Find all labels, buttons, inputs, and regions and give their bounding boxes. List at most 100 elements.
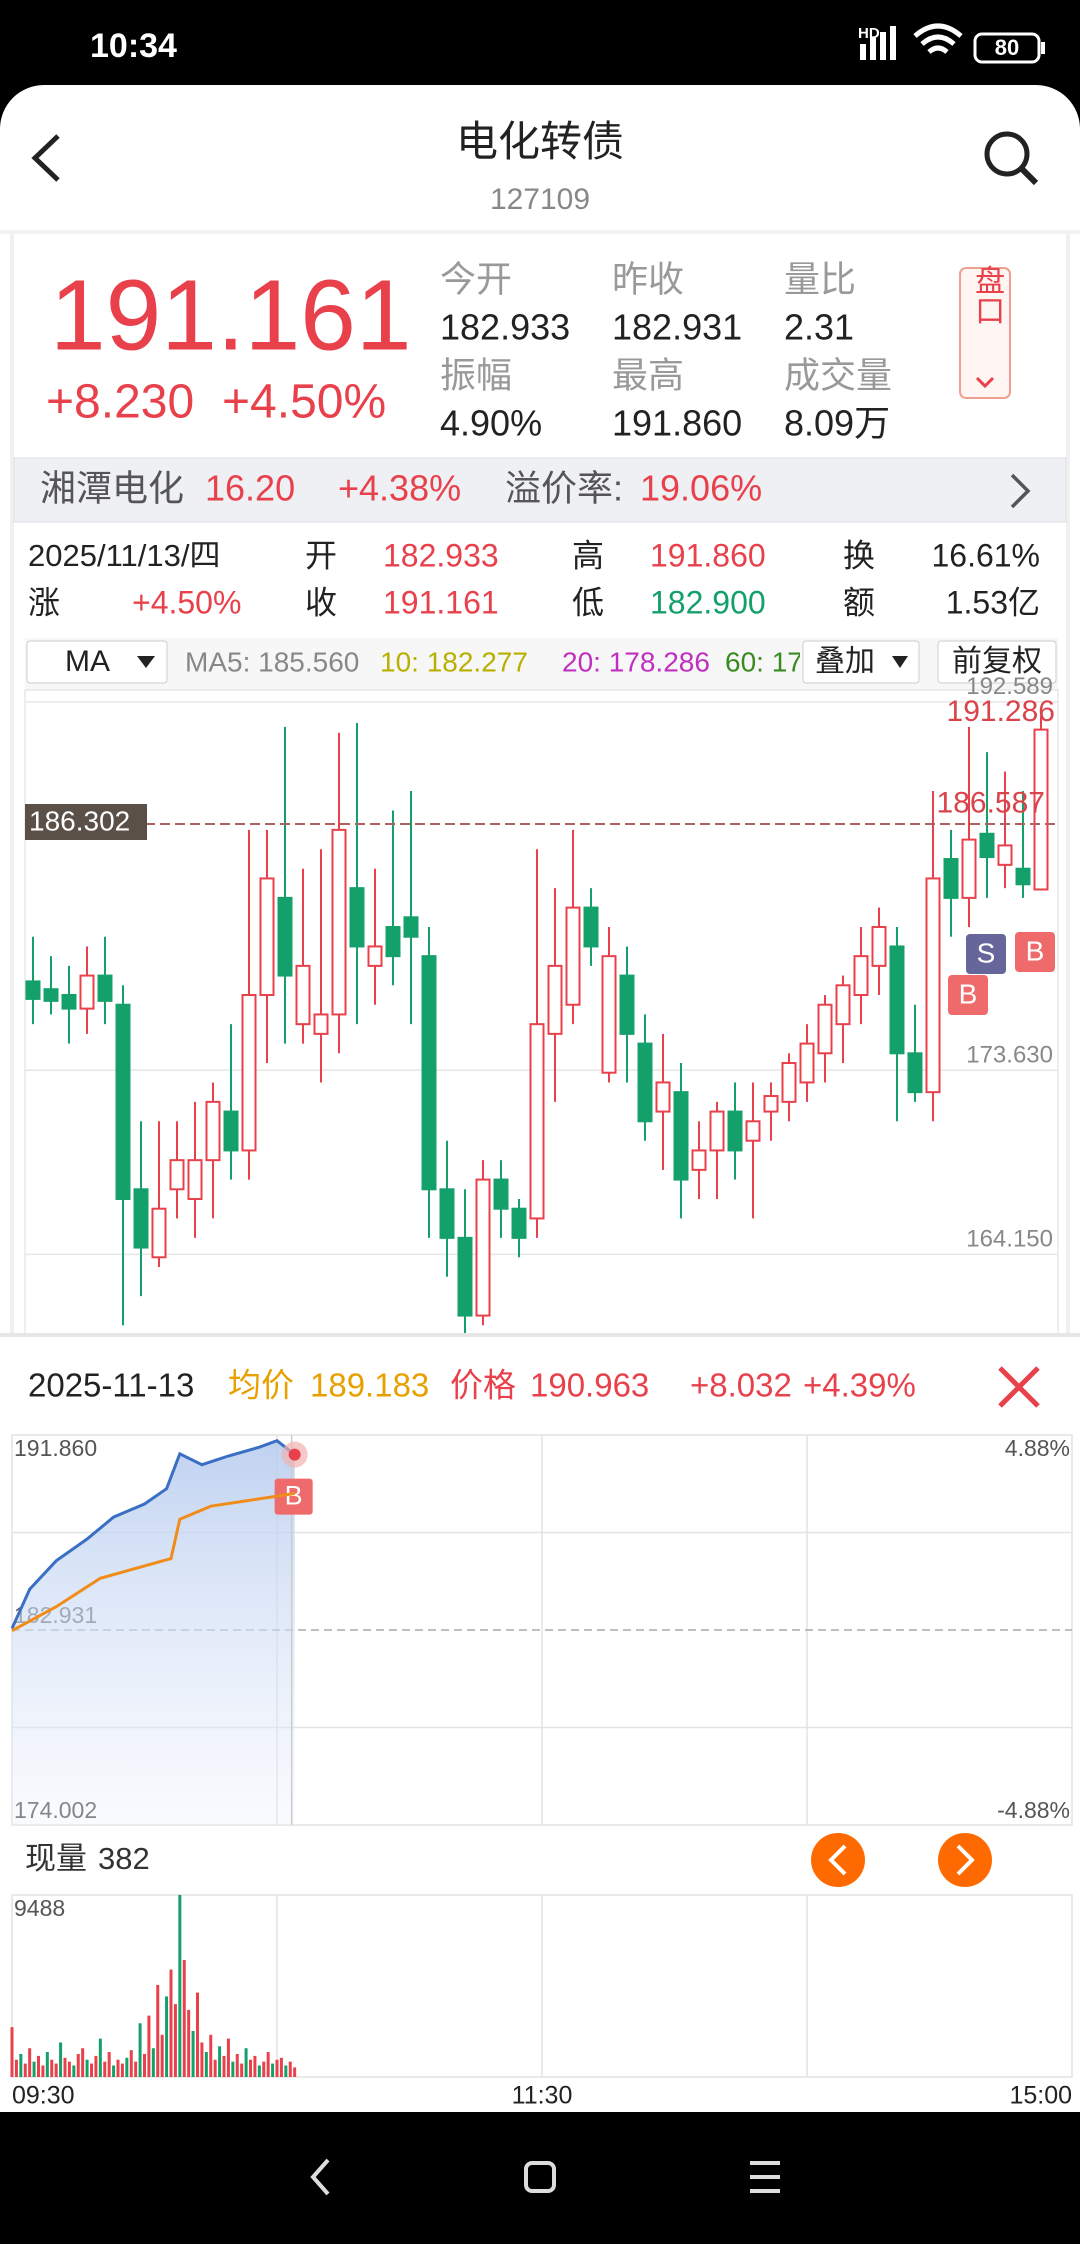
candle-body — [241, 994, 257, 1152]
candle-body — [529, 1023, 545, 1220]
stat-value: 8.09万 — [784, 403, 890, 444]
candle-body — [43, 988, 59, 1002]
candle-body — [331, 828, 347, 1016]
price: 191.161 — [50, 259, 411, 371]
intraday-change-pct: +4.39% — [803, 1367, 916, 1404]
right-edge — [1066, 234, 1070, 1334]
volume-bar — [187, 2009, 191, 2077]
volume-bar — [10, 2027, 14, 2077]
stat-value: 2.31 — [784, 307, 854, 348]
candle-body — [457, 1236, 473, 1317]
volume-bar — [182, 1959, 186, 2077]
candle-body — [961, 838, 977, 899]
candle-body — [709, 1110, 725, 1152]
day-value: 16.61% — [931, 537, 1040, 573]
price-annotation: 186.587 — [937, 786, 1045, 819]
volume-bar — [191, 2030, 195, 2077]
candle-body — [439, 1188, 455, 1239]
y2-tick-label: -4.88% — [997, 1797, 1070, 1823]
volume-bar — [72, 2065, 76, 2077]
volume-bar — [67, 2061, 71, 2077]
candle-body — [151, 1207, 167, 1259]
stat-value: 191.860 — [612, 403, 742, 444]
candle-body — [493, 1178, 509, 1210]
prev-button[interactable] — [811, 1833, 865, 1887]
candle-body — [277, 896, 293, 977]
volume-bar — [28, 2048, 32, 2077]
next-button[interactable] — [938, 1833, 992, 1887]
adjust-button[interactable] — [937, 640, 1057, 684]
candle-body — [385, 926, 401, 958]
battery-level: 80 — [995, 35, 1019, 60]
candle-body — [997, 844, 1013, 866]
stat-value: 182.931 — [612, 307, 742, 348]
day-value: 191.860 — [650, 537, 766, 573]
nav-back[interactable] — [310, 2158, 330, 2196]
trade-marker-label: B — [1026, 935, 1045, 966]
trade-marker — [1015, 932, 1055, 972]
price-value: 190.963 — [530, 1367, 649, 1404]
avg-value: 189.183 — [310, 1367, 429, 1404]
volume-bar — [76, 2053, 80, 2077]
stat-label: 昨收 — [612, 259, 684, 300]
avg-label: 均价 — [228, 1367, 294, 1404]
avg-line — [11, 1492, 295, 1633]
candle-body — [871, 926, 887, 967]
volume-bar — [293, 2067, 297, 2077]
last-point — [288, 1448, 301, 1461]
ma10: 10: 182.277 — [380, 646, 528, 677]
nav-home[interactable] — [524, 2161, 556, 2193]
volume-bar — [231, 2061, 235, 2077]
day-value: 191.161 — [383, 584, 499, 620]
underlying-bar[interactable] — [13, 457, 1067, 523]
volume-bar — [19, 2053, 23, 2077]
x-tick-label: 11:30 — [512, 2082, 573, 2110]
nav-menu[interactable] — [750, 2161, 780, 2193]
trade-marker-label: S — [977, 937, 996, 968]
ma-selector[interactable] — [26, 640, 168, 684]
volume-bar — [226, 2038, 230, 2077]
candle-body — [187, 1159, 203, 1201]
handicap-button[interactable] — [959, 267, 1011, 399]
volume-bar — [85, 2059, 89, 2077]
reference-label: 186.302 — [29, 805, 130, 836]
sheet-shadow — [0, 1333, 1080, 1337]
reference-tag — [25, 804, 147, 841]
underlying-change: +4.38% — [338, 468, 461, 509]
volume-bar — [59, 2042, 63, 2077]
price-area — [12, 1440, 295, 1825]
close-button[interactable] — [998, 1366, 1040, 1408]
x-tick-label: 09:30 — [12, 2082, 75, 2110]
candle-body — [367, 945, 383, 967]
stat-value: 4.90% — [440, 403, 542, 444]
y-tick-label: 9488 — [14, 1895, 65, 1921]
candle-body — [889, 945, 905, 1055]
change: +8.230 — [46, 376, 194, 429]
code: 127109 — [490, 183, 590, 216]
day-value: 1.53亿 — [946, 584, 1040, 620]
candle-body — [673, 1091, 689, 1181]
overlay-selector[interactable] — [802, 640, 920, 684]
overlay-label: 叠加 — [815, 645, 875, 678]
volume-bar — [240, 2063, 244, 2077]
candle-body — [349, 887, 365, 948]
volume-bar — [218, 2046, 222, 2077]
trade-marker — [948, 975, 988, 1015]
ma5: MA5: 185.560 — [185, 646, 359, 677]
candle-body — [583, 906, 599, 948]
volume-bar — [253, 2055, 257, 2077]
volume-bar — [50, 2059, 54, 2077]
trade-marker-label: B — [959, 978, 978, 1009]
candle-body — [25, 980, 41, 1000]
search-button[interactable] — [984, 131, 1039, 186]
back-button[interactable] — [31, 134, 60, 182]
candle-body — [1033, 728, 1049, 891]
candle-body — [421, 955, 437, 1191]
volume-bar — [112, 2065, 116, 2077]
volume-bar — [288, 2061, 292, 2077]
candle-body — [727, 1110, 743, 1152]
y2-tick-label: 4.88% — [1005, 1435, 1070, 1461]
candle-body — [817, 1003, 833, 1055]
stat-label: 量比 — [784, 259, 856, 300]
volume-bar — [200, 2042, 204, 2077]
